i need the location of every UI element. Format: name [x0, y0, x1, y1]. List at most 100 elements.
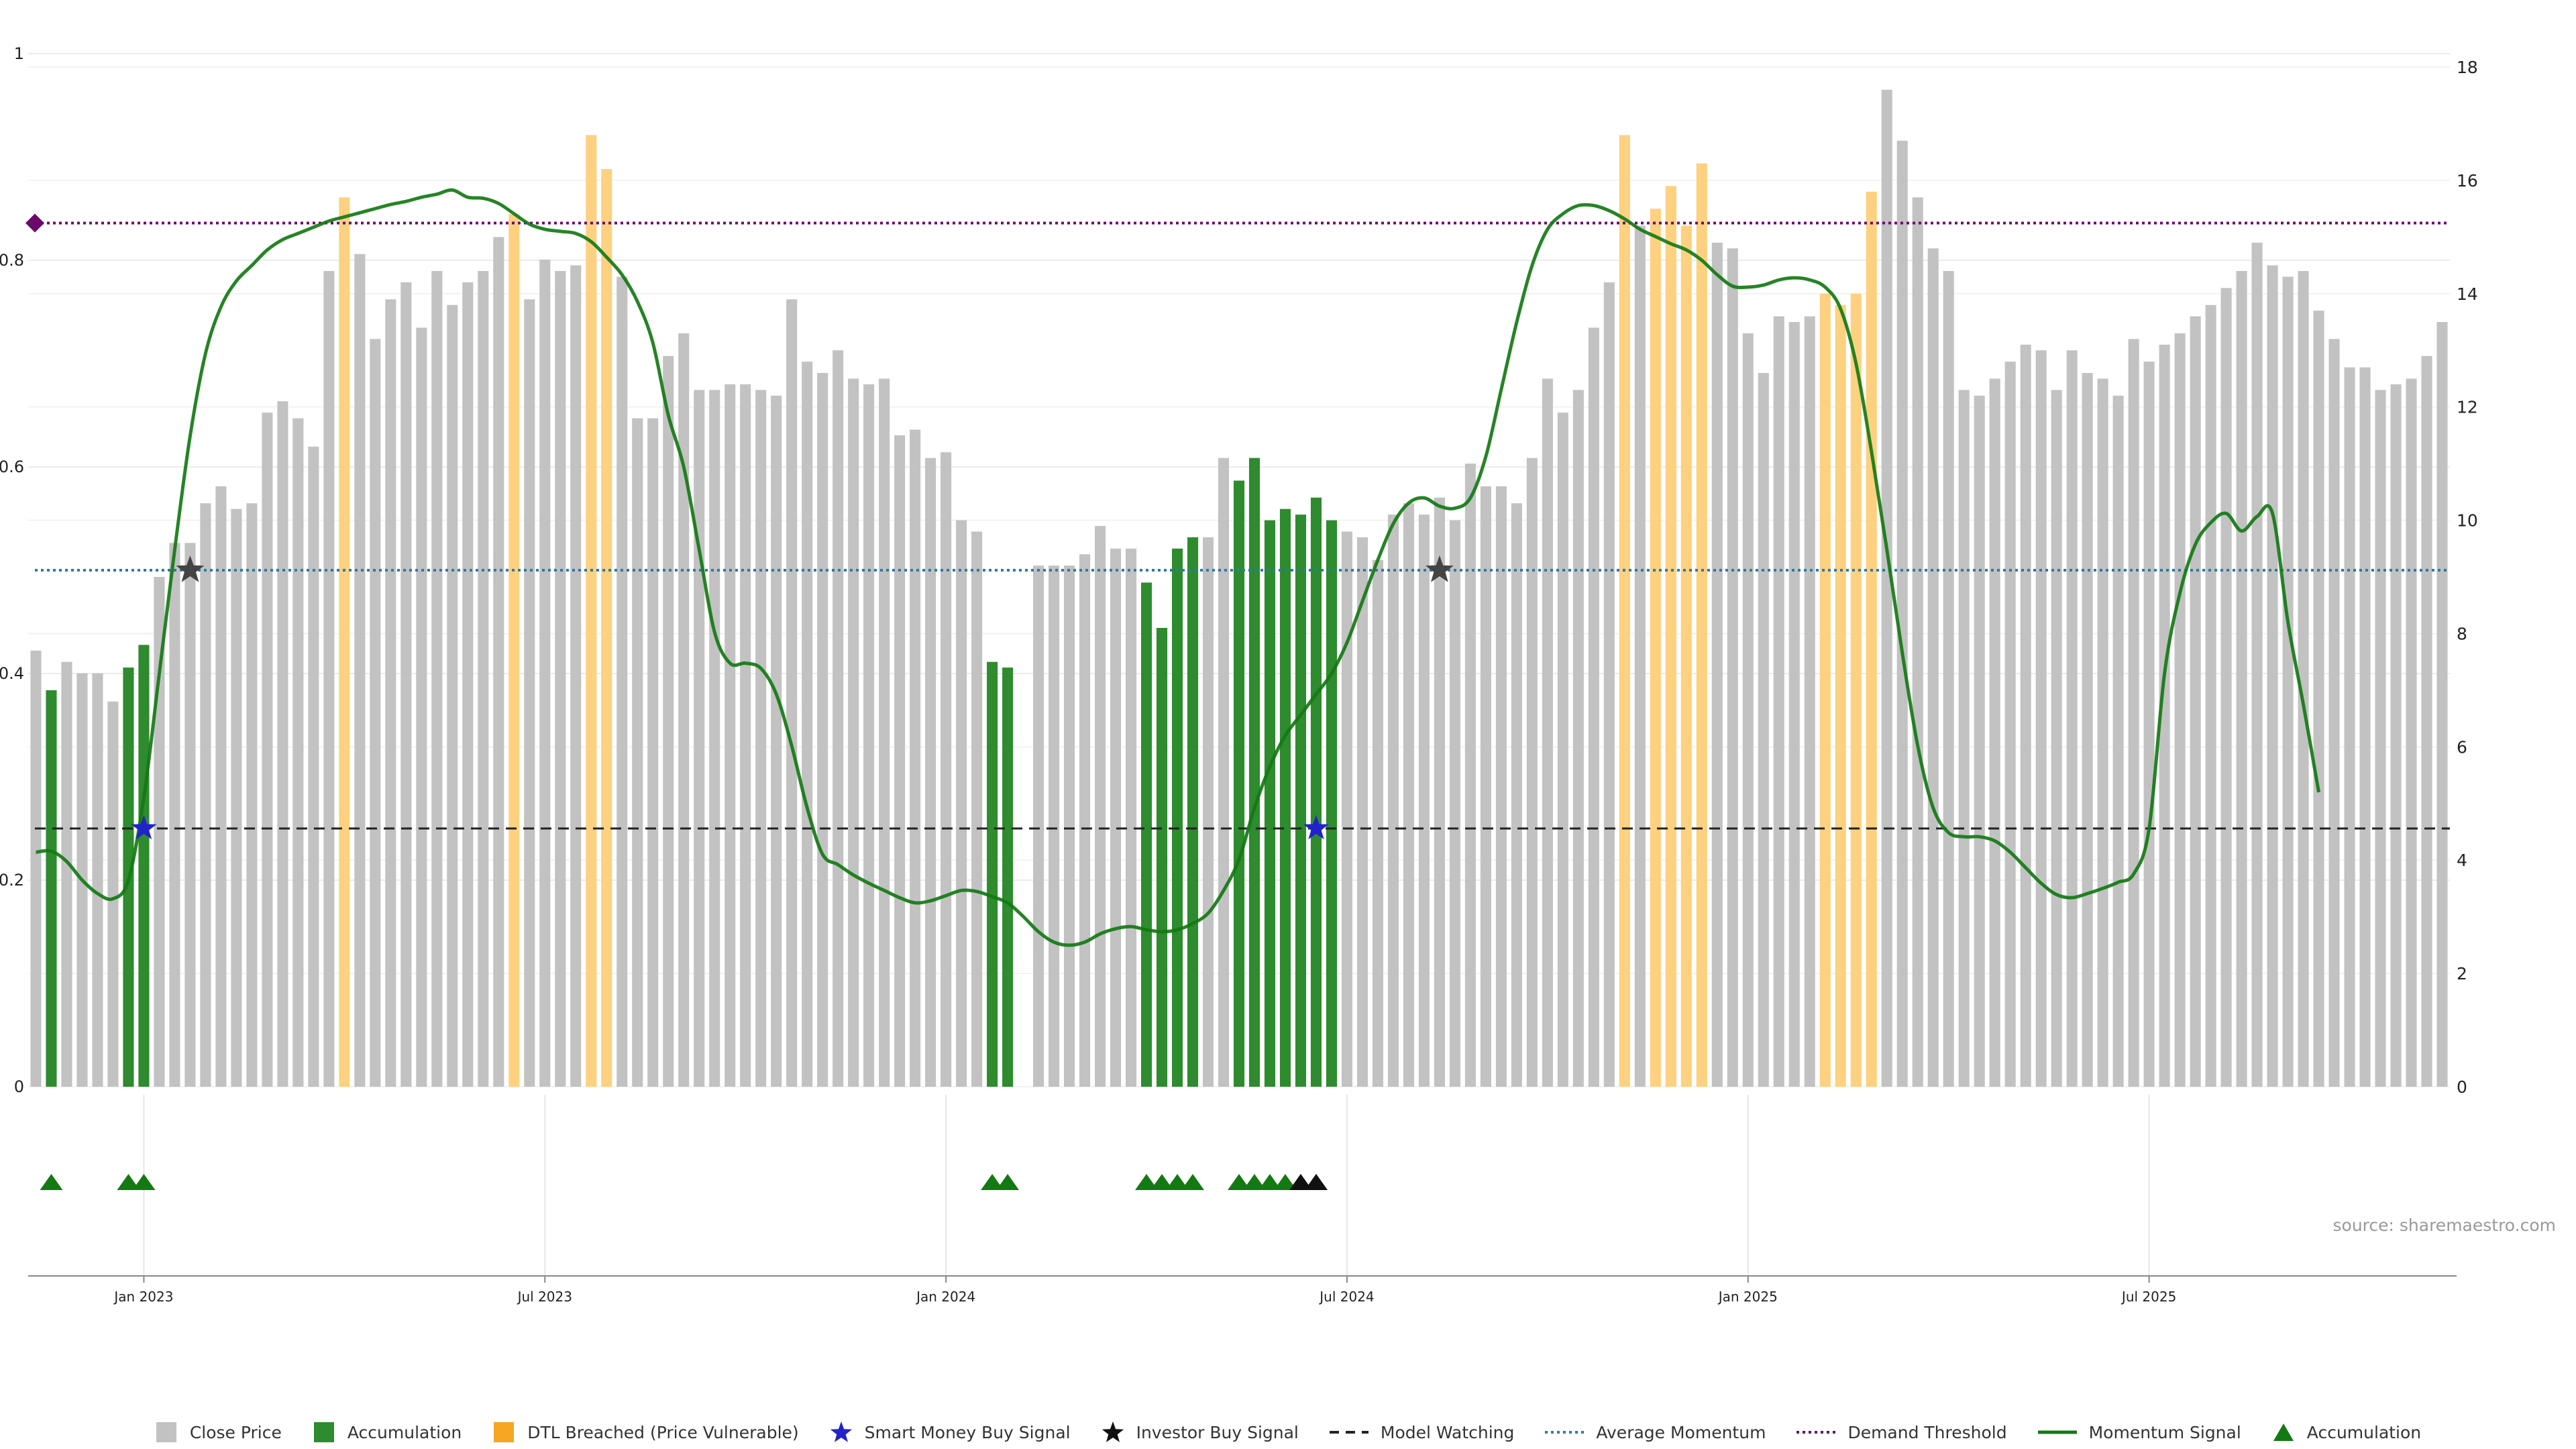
close-price-bar [1449, 520, 1460, 1087]
right-tick-label: 4 [2457, 851, 2467, 870]
legend-item: Average Momentum [1545, 1421, 1766, 1444]
close-price-bar [863, 384, 875, 1087]
close-price-bar [1110, 548, 1122, 1087]
close-price-bar [2236, 271, 2247, 1087]
legend-item: Model Watching [1329, 1421, 1514, 1444]
dtl-bar [586, 135, 597, 1087]
close-price-bar [478, 271, 489, 1087]
dtl-bar [339, 197, 350, 1087]
close-price-bar [200, 503, 211, 1087]
source-note: source: sharemaestro.com [2332, 1216, 2557, 1235]
legend-label: Average Momentum [1596, 1422, 1766, 1442]
accumulation-bar [1264, 520, 1276, 1087]
bars-layer [30, 89, 2448, 1087]
close-price-bar [1356, 537, 1368, 1087]
square-icon [156, 1422, 176, 1442]
chart-legend: Close Price Accumulation DTL Breached (Pri… [0, 1417, 2576, 1448]
accumulation-marker [1228, 1174, 1250, 1190]
smart-money-signal-star [1303, 815, 1329, 840]
legend-label: Demand Threshold [1847, 1422, 2007, 1442]
dtl-bar [1680, 225, 1692, 1087]
accumulation-marker [1135, 1174, 1159, 1190]
star-icon [830, 1421, 852, 1442]
x-tick-label: Jul 2023 [517, 1289, 572, 1305]
right-tick-label: 18 [2457, 58, 2478, 77]
close-price-bar [1387, 515, 1399, 1087]
x-tick-label: Jul 2024 [1318, 1289, 1374, 1305]
close-price-bar [616, 276, 628, 1087]
accumulation-bar [1295, 515, 1307, 1087]
close-price-bar [107, 701, 119, 1087]
close-price-bar [277, 401, 288, 1087]
right-tick-label: 10 [2457, 511, 2478, 531]
signals-layer [131, 555, 1454, 840]
close-price-bar [941, 452, 952, 1087]
close-price-bar [1049, 566, 1060, 1087]
close-price-bar [2020, 344, 2031, 1087]
close-price-bar [215, 486, 227, 1087]
close-price-bar [2313, 311, 2324, 1087]
accumulation-marker [1258, 1174, 1281, 1190]
square-icon [313, 1422, 334, 1442]
accumulation-marker [117, 1174, 140, 1190]
close-price-bar [2205, 305, 2216, 1087]
close-price-bar [1464, 464, 1476, 1087]
x-tick-label: Jan 2025 [1717, 1289, 1778, 1305]
momentum-layer [36, 188, 2321, 947]
close-price-bar [1418, 515, 1430, 1087]
dtl-bar [1835, 305, 1846, 1087]
close-price-bar [1881, 89, 1892, 1087]
close-price-bar [1773, 316, 1784, 1087]
x-tick-label: Jan 2024 [915, 1289, 975, 1305]
close-price-bar [1403, 503, 1414, 1087]
close-price-bar [1095, 526, 1106, 1087]
close-price-bar [2344, 367, 2355, 1087]
x-tick-label: Jul 2025 [2121, 1289, 2176, 1305]
legend-label: Investor Buy Signal [1136, 1422, 1299, 1442]
accumulation-bar [1248, 458, 1260, 1087]
legend-item: Investor Buy Signal [1102, 1421, 1299, 1444]
accumulation-marker [132, 1174, 156, 1190]
close-price-bar [1896, 140, 1908, 1087]
reference-lines-layer [25, 213, 2450, 830]
left-tick-label: 0 [14, 1077, 24, 1096]
close-price-bar [1033, 566, 1044, 1087]
legend-label: Smart Money Buy Signal [864, 1422, 1071, 1442]
close-price-bar [678, 333, 690, 1087]
close-price-bar [1804, 316, 1815, 1087]
close-price-bar [385, 299, 396, 1087]
close-price-bar [246, 503, 258, 1087]
close-price-bar [647, 418, 659, 1087]
close-price-bar [2066, 350, 2078, 1087]
left-tick-label: 0.6 [0, 458, 24, 476]
legend-label: Close Price [189, 1422, 282, 1442]
accumulation-markers-layer [40, 1174, 1328, 1190]
legend-item: Close Price [155, 1421, 282, 1444]
close-price-bar [231, 508, 242, 1087]
close-price-bar [2051, 390, 2062, 1087]
close-price-bar [2436, 322, 2448, 1087]
triangle-icon [2273, 1424, 2294, 1441]
close-price-bar [1603, 282, 1615, 1087]
dashed-line-icon [1329, 1431, 1368, 1434]
close-price-bar [910, 429, 921, 1087]
close-price-bar [1372, 559, 1383, 1087]
accumulation-marker [1242, 1174, 1266, 1190]
legend-item: Momentum Signal [2037, 1421, 2241, 1444]
investor-signal-star [176, 555, 205, 582]
left-tick-label: 0.8 [0, 251, 24, 270]
close-price-bar [833, 350, 844, 1087]
right-tick-label: 14 [2457, 284, 2478, 304]
dtl-bar [1866, 191, 1877, 1087]
accumulation-bar [987, 661, 998, 1087]
legend-item: Accumulation [2272, 1421, 2421, 1444]
dtl-bar [1665, 186, 1676, 1087]
right-tick-label: 16 [2457, 171, 2478, 191]
investor-marker [1289, 1174, 1312, 1190]
close-price-bar [2298, 271, 2309, 1087]
dtl-bar [1850, 293, 1862, 1087]
close-price-bar [2251, 242, 2263, 1087]
demand-threshold-diamond [25, 213, 44, 233]
close-price-bar [848, 378, 859, 1087]
